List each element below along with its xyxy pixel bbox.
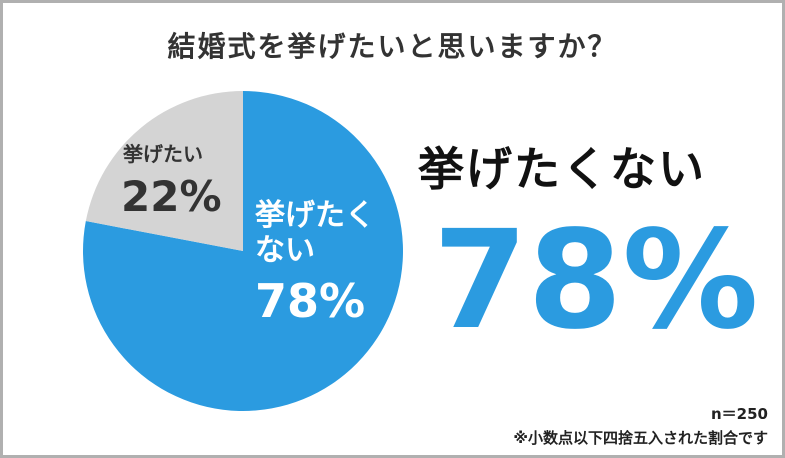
footnote: ※小数点以下四捨五入された割合です [513,429,768,447]
chart-title: 結婚式を挙げたいと思いますか？ [167,30,618,63]
slice-value-label: 22% [121,172,222,221]
pie-chart [82,91,404,411]
callout-value: 78% [433,202,759,360]
slice-value-label: 78% [255,274,366,328]
pie-slice [85,91,243,251]
sample-size-note: n＝250 [711,405,768,423]
slice-label: 挙げたい [123,142,203,166]
callout-label: 挙げたくない [418,142,706,196]
slice-label: 挙げたくない [255,198,375,268]
